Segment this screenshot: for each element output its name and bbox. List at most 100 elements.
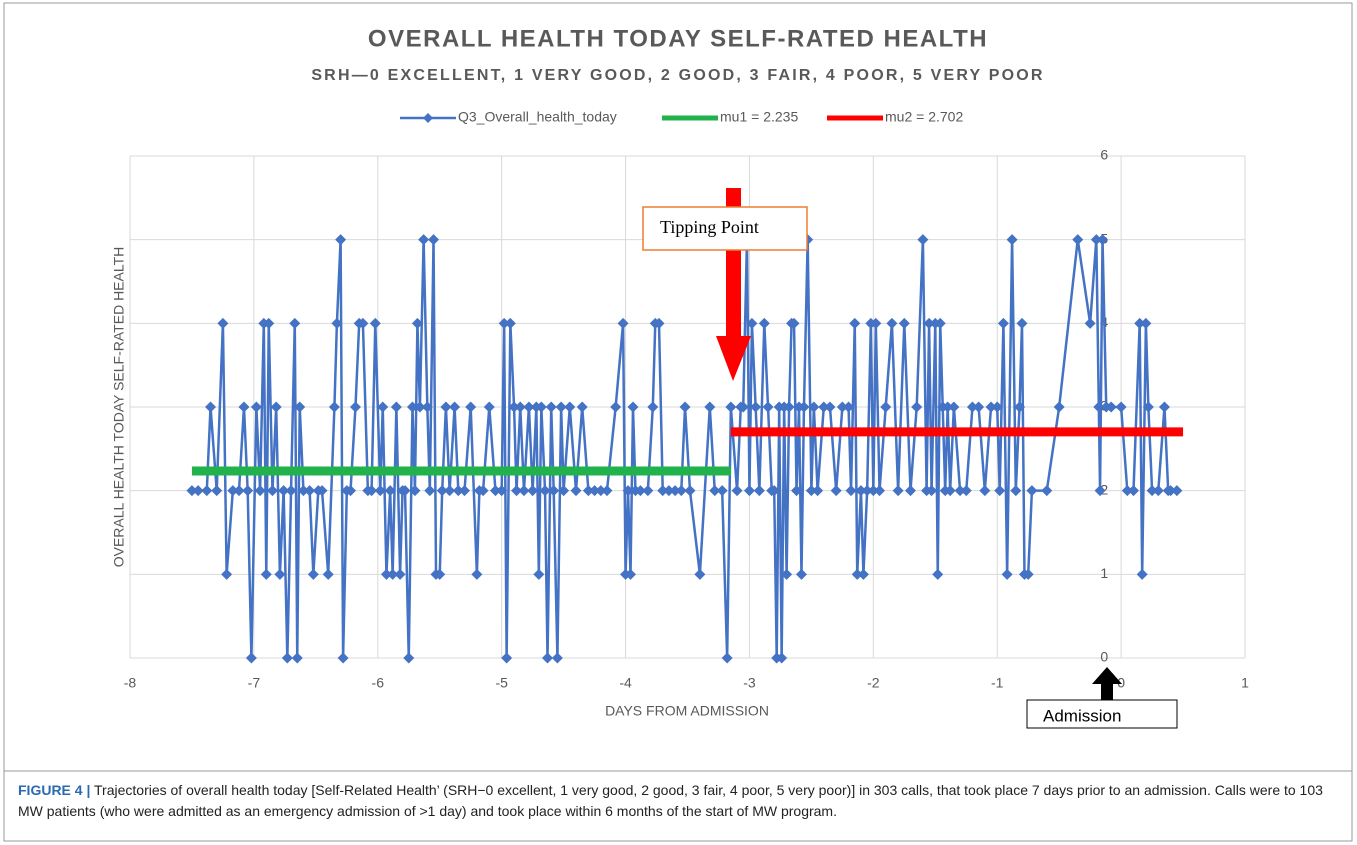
point: [254, 485, 266, 497]
point: [934, 317, 946, 329]
point: [746, 317, 758, 329]
point: [345, 485, 357, 497]
point: [1142, 401, 1154, 413]
point: [812, 485, 824, 497]
point: [551, 652, 563, 664]
point: [791, 485, 803, 497]
point: [518, 485, 530, 497]
annotation-box: [1026, 699, 1178, 729]
point: [709, 485, 721, 497]
point: [421, 401, 433, 413]
x-tick-label: -1: [991, 675, 1004, 691]
legend-label: mu1 = 2.235: [720, 109, 798, 125]
point: [753, 485, 765, 497]
point: [459, 485, 470, 497]
point: [788, 317, 800, 329]
point: [335, 234, 347, 246]
x-tick-label: -3: [743, 675, 756, 691]
point: [857, 568, 869, 580]
point: [818, 401, 830, 413]
point: [465, 401, 477, 413]
point: [297, 485, 309, 497]
point: [322, 568, 334, 580]
point: [911, 401, 923, 413]
point: [675, 485, 687, 497]
point: [548, 485, 560, 497]
point: [394, 568, 406, 580]
point: [750, 401, 762, 413]
point: [498, 317, 510, 329]
point: [211, 485, 223, 497]
point: [768, 485, 780, 497]
x-tick-label: -4: [619, 675, 632, 691]
point: [1136, 568, 1148, 580]
point: [1022, 568, 1034, 580]
point: [944, 485, 956, 497]
point: [294, 401, 306, 413]
point: [595, 485, 607, 497]
caption-label: FIGURE 4 |: [18, 782, 91, 798]
point: [278, 485, 290, 497]
point: [192, 485, 204, 497]
point: [449, 401, 461, 413]
point: [403, 652, 415, 664]
point: [1105, 401, 1117, 413]
point: [316, 485, 328, 497]
point: [932, 568, 944, 580]
point: [849, 317, 861, 329]
point: [625, 568, 637, 580]
point: [798, 401, 810, 413]
point: [589, 485, 601, 497]
point: [642, 485, 654, 497]
point: [266, 485, 278, 497]
point: [1006, 234, 1018, 246]
tipping-annotation: Tipping Point: [642, 188, 808, 381]
point: [471, 568, 483, 580]
point: [289, 317, 301, 329]
point: [622, 485, 634, 497]
point: [905, 485, 916, 497]
point: [758, 317, 770, 329]
point: [985, 401, 997, 413]
point: [377, 401, 389, 413]
point: [384, 485, 396, 497]
caption: FIGURE 4 | Trajectories of overall healt…: [18, 780, 1338, 822]
point: [1158, 401, 1170, 413]
legend-label: mu2 = 2.702: [885, 109, 963, 125]
point: [1094, 485, 1106, 497]
point: [601, 485, 613, 497]
point: [514, 401, 526, 413]
point: [1072, 234, 1084, 246]
point: [238, 401, 250, 413]
point: [436, 485, 448, 497]
point: [1165, 485, 1177, 497]
point: [424, 485, 436, 497]
point: [762, 401, 774, 413]
point: [954, 485, 966, 497]
point: [737, 401, 749, 413]
legend-marker: [423, 113, 433, 123]
chart-subtitle: SRH—0 EXCELLENT, 1 VERY GOOD, 2 GOOD, 3 …: [311, 67, 1044, 84]
point: [504, 317, 516, 329]
point: [545, 401, 557, 413]
point: [477, 485, 489, 497]
point: [776, 652, 788, 664]
point: [1140, 317, 1152, 329]
point: [874, 485, 886, 497]
x-axis-label: DAYS FROM ADMISSION: [605, 703, 769, 719]
point: [1016, 317, 1028, 329]
point: [434, 568, 446, 580]
point: [1146, 485, 1158, 497]
point: [795, 568, 807, 580]
point: [973, 401, 985, 413]
point: [328, 401, 340, 413]
point: [1115, 401, 1127, 413]
point: [808, 401, 820, 413]
point: [1171, 485, 1183, 497]
point: [1010, 485, 1022, 497]
arrow-head: [1092, 667, 1122, 684]
point: [684, 485, 696, 497]
x-tick-label: 1: [1241, 675, 1249, 691]
point: [444, 485, 456, 497]
